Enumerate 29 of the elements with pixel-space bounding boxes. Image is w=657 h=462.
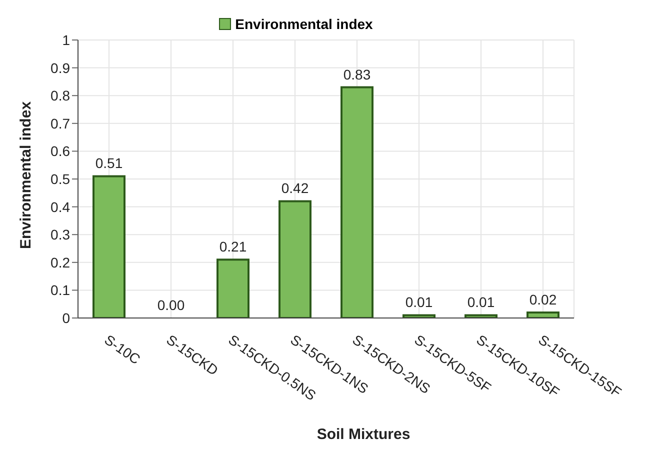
y-tick-label: 0 [62,310,70,326]
y-tick-label: 0.2 [50,254,70,270]
bar [92,175,126,318]
bar [402,314,436,318]
bar [340,86,374,318]
bar [216,258,250,318]
data-label: 0.83 [343,66,371,82]
data-label: 0.01 [467,294,495,310]
y-tick-label: 1 [62,32,70,48]
data-label: 0.02 [529,291,557,308]
y-tick-label: 0.6 [50,143,70,160]
y-tick-label: 0.7 [50,115,70,132]
data-label: 0.51 [95,155,123,172]
data-label: 0.42 [281,180,309,196]
legend-label: Environmental index [234,16,373,32]
bar [464,314,498,318]
y-tick-label: 0.9 [50,60,70,76]
x-axis-title: Soil Mixtures [316,426,412,443]
y-axis-title: Environmental index [17,100,34,249]
y-tick-label: 0.5 [50,170,70,187]
y-tick-label: 0.1 [50,282,70,298]
bar [278,200,312,318]
y-tick-label: 0.4 [50,198,70,215]
data-label: 0.00 [157,297,185,313]
bar [526,311,560,318]
y-tick-label: 0.8 [50,88,70,104]
data-label: 0.01 [405,294,433,310]
data-label: 0.21 [219,238,247,255]
y-tick-label: 0.3 [50,226,70,243]
